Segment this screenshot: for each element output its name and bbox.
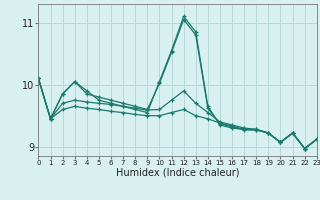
X-axis label: Humidex (Indice chaleur): Humidex (Indice chaleur) bbox=[116, 168, 239, 178]
